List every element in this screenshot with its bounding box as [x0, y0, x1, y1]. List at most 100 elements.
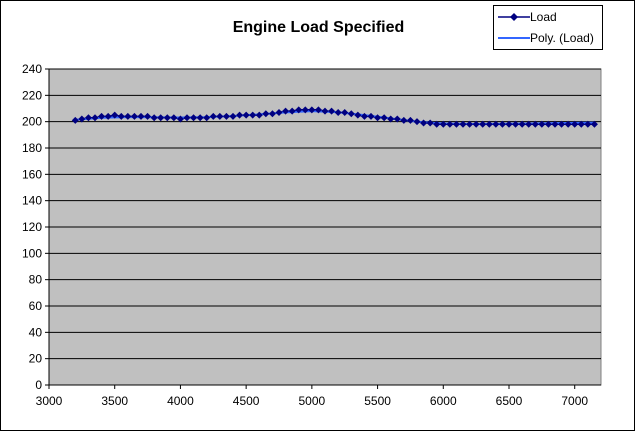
gridlines: [49, 68, 601, 360]
load-line-marker-icon: [498, 13, 530, 21]
data-point-load: [144, 112, 152, 120]
data-point-load: [380, 114, 388, 122]
data-point-load: [577, 120, 585, 128]
data-point-load: [544, 120, 552, 128]
y-tick-label: 160: [22, 167, 42, 181]
data-point-load: [400, 116, 408, 124]
data-point-load: [525, 120, 533, 128]
data-point-load: [117, 112, 125, 120]
data-point-load: [314, 106, 322, 114]
y-tick-label: 20: [29, 352, 43, 366]
data-point-load: [466, 120, 474, 128]
y-tick-label: 100: [22, 246, 42, 260]
data-point-load: [150, 114, 158, 122]
x-tick-label: 4000: [167, 394, 194, 408]
chart-title: Engine Load Specified: [232, 19, 405, 36]
data-point-load: [439, 120, 447, 128]
data-point-load: [492, 120, 500, 128]
y-tick-label: 80: [29, 273, 43, 287]
y-tick-label: 0: [35, 378, 42, 392]
data-point-load: [446, 120, 454, 128]
data-point-load: [262, 110, 270, 118]
data-point-load: [104, 112, 112, 120]
series-group: [71, 106, 598, 128]
data-point-load: [170, 114, 178, 122]
data-point-load: [137, 112, 145, 120]
data-point-load: [308, 106, 316, 114]
data-point-load: [564, 120, 572, 128]
data-point-load: [321, 107, 329, 115]
data-point-load: [426, 119, 434, 127]
x-tick-label: 7000: [561, 394, 588, 408]
data-point-load: [584, 120, 592, 128]
data-point-load: [420, 119, 428, 127]
data-point-load: [498, 120, 506, 128]
data-point-load: [452, 120, 460, 128]
data-point-load: [183, 114, 191, 122]
data-point-load: [111, 111, 119, 119]
data-point-load: [130, 112, 138, 120]
y-tick-label: 140: [22, 194, 42, 208]
data-point-load: [551, 120, 559, 128]
data-point-load: [71, 116, 79, 124]
data-point-load: [196, 114, 204, 122]
y-tick-label: 220: [22, 88, 42, 102]
data-point-load: [341, 108, 349, 116]
data-point-load: [571, 120, 579, 128]
data-point-load: [518, 120, 526, 128]
data-point-load: [242, 111, 250, 119]
legend-label-poly-load: Poly. (Load): [530, 31, 594, 45]
data-point-load: [374, 114, 382, 122]
data-point-load: [347, 110, 355, 118]
data-point-load: [393, 115, 401, 123]
data-point-load: [459, 120, 467, 128]
data-point-load: [84, 114, 92, 122]
legend-item-poly-load: Poly. (Load): [494, 30, 602, 46]
legend: Load Poly. (Load): [493, 5, 603, 50]
data-point-load: [367, 112, 375, 120]
data-point-load: [354, 111, 362, 119]
data-point-load: [98, 112, 106, 120]
legend-item-load: Load: [494, 9, 602, 25]
data-point-load: [163, 114, 171, 122]
y-tick-label: 240: [22, 62, 42, 76]
data-point-load: [229, 112, 237, 120]
data-point-load: [295, 106, 303, 114]
data-point-load: [512, 120, 520, 128]
data-point-load: [538, 120, 546, 128]
data-point-load: [222, 112, 230, 120]
data-point-load: [433, 120, 441, 128]
x-tick-label: 6000: [430, 394, 457, 408]
x-tick-label: 5000: [299, 394, 326, 408]
data-point-load: [406, 116, 414, 124]
data-point-load: [282, 107, 290, 115]
data-point-load: [479, 120, 487, 128]
y-tick-label: 60: [29, 299, 43, 313]
x-tick-label: 5500: [364, 394, 391, 408]
data-point-load: [360, 112, 368, 120]
data-point-load: [124, 112, 132, 120]
data-point-load: [531, 120, 539, 128]
y-tick-label: 200: [22, 115, 42, 129]
data-point-load: [268, 110, 276, 118]
data-point-load: [203, 114, 211, 122]
x-tick-label: 4500: [233, 394, 260, 408]
data-point-load: [328, 107, 336, 115]
data-point-load: [275, 108, 283, 116]
data-point-load: [288, 107, 296, 115]
x-tick-label: 3000: [36, 394, 63, 408]
data-point-load: [590, 120, 598, 128]
data-point-load: [301, 106, 309, 114]
data-point-load: [249, 111, 257, 119]
data-point-load: [91, 114, 99, 122]
data-point-load: [78, 115, 86, 123]
y-tick-label: 180: [22, 141, 42, 155]
data-point-load: [255, 111, 263, 119]
data-point-load: [505, 120, 513, 128]
data-point-load: [472, 120, 480, 128]
data-point-load: [413, 118, 421, 126]
x-axis-ticks: 3000 3500 4000 4500 5000 5500 6000 6500 7000: [36, 385, 588, 408]
trendline-icon: [498, 37, 530, 39]
